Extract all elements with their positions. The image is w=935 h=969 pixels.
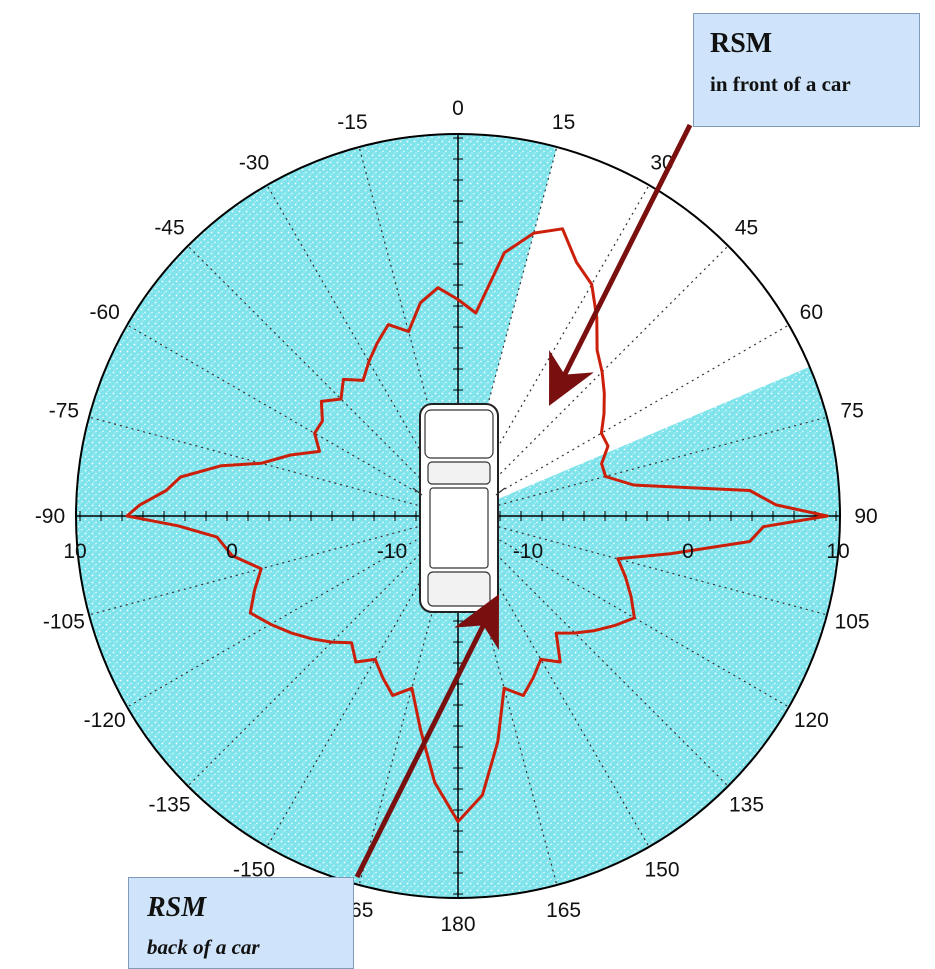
back-callout-title: RSM [147,892,207,923]
radial-tick-label: -10 [513,540,543,563]
radial-tick-label: -10 [377,540,407,563]
angle-tick-label: 180 [440,913,475,936]
angle-tick-label: -120 [84,709,126,732]
angle-tick-label: -105 [43,611,85,634]
angle-tick-label: 75 [840,399,863,422]
grid-spoke [457,324,790,517]
grid-spoke [126,515,459,708]
grid-spoke [187,245,459,517]
angle-tick-label: -150 [233,858,275,881]
grid-spoke [457,416,828,517]
angle-tick-label: 150 [644,858,679,881]
grid-spoke [358,515,459,886]
series-layer [125,227,829,824]
grid-spoke [457,515,650,848]
radial-tick-label: 0 [226,540,238,563]
grid-spoke [457,515,828,616]
radial-tick-label: 10 [826,540,849,563]
angle-tick-label: -135 [148,793,190,816]
radial-labels: 10 0 -10 -10 0 10 [63,540,849,563]
angle-tick-label: 90 [854,505,877,528]
grid-spoke [457,515,790,708]
angle-tick-label: 60 [800,301,823,324]
back-callout: RSM back of a car [128,877,354,969]
blank-sector [458,147,810,516]
grid-spoke [457,515,729,787]
angle-tick-label: 15 [552,111,575,134]
grid-spoke [266,184,459,517]
front-callout-title: RSM [710,28,773,59]
angle-tick-label: -45 [154,217,184,240]
car-icon [412,403,506,613]
grid-spoke [88,416,459,517]
radial-tick-label: 0 [682,540,694,563]
angle-tick-label: -60 [89,301,119,324]
front-callout-subtitle: in front of a car [710,72,851,96]
series-line [125,227,829,824]
grid-spoke [457,184,650,517]
angle-tick-label: -15 [337,111,367,134]
grid-spoke [88,515,459,616]
back-callout-subtitle: back of a car [147,935,260,959]
polar-grid [88,146,828,886]
grid-spoke [457,146,558,517]
angle-tick-label: -75 [49,399,79,422]
grid-spoke [457,515,558,886]
grid-spoke [266,515,459,848]
angle-labels: 0153045607590105120135150165180-165-150-… [35,97,878,936]
angle-tick-label: 135 [729,793,764,816]
back-callout-arrow [354,594,499,879]
angle-tick-label: -90 [35,505,65,528]
angle-tick-label: 0 [452,97,464,120]
radial-tick-label: 10 [63,540,86,563]
angle-tick-label: 120 [794,709,829,732]
angle-tick-label: 45 [735,217,758,240]
front-callout-arrow [549,123,693,406]
grid-spoke [457,245,729,517]
angle-tick-label: 165 [546,899,581,922]
grid-spoke [126,324,459,517]
angle-tick-label: 105 [835,611,870,634]
front-callout: RSM in front of a car [693,13,920,127]
grid-spoke [187,515,459,787]
grid-spoke [358,146,459,517]
angle-tick-label: -30 [239,152,269,175]
